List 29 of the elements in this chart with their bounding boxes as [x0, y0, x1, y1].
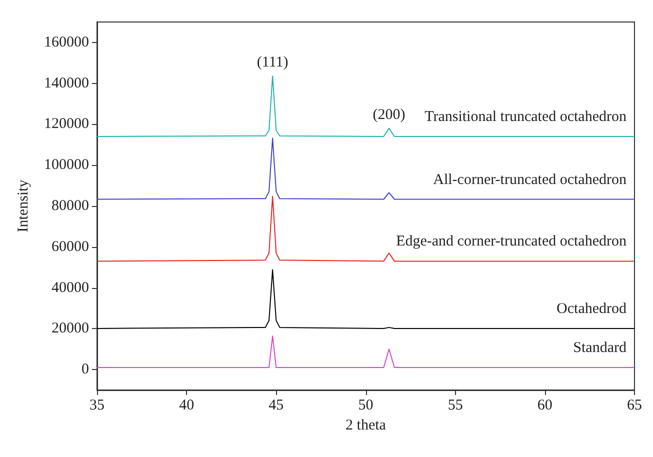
y-tick-label: 140000: [44, 75, 89, 92]
y-tick-label: 40000: [52, 280, 89, 296]
series-label: Transitional truncated octahedron: [424, 108, 627, 125]
series-label: Octahedrod: [556, 300, 627, 317]
y-tick-label: 80000: [52, 198, 89, 214]
annotation: (111): [256, 54, 288, 70]
line-series: [96, 75, 635, 137]
x-tick-label: 50: [358, 398, 374, 414]
series-label: Edge-and corner-truncated octahedron: [396, 234, 627, 250]
x-tick-label: 60: [537, 398, 552, 414]
x-tick-label: 45: [268, 398, 284, 414]
x-tick-label: 55: [448, 398, 463, 414]
y-tick-label: 0: [82, 362, 89, 378]
y-axis-title: Intensity: [16, 179, 32, 232]
line-series: [96, 138, 635, 200]
y-tick-label: 20000: [52, 320, 89, 337]
series-label: Standard: [573, 340, 627, 356]
series-label: All-corner-truncated octahedron: [433, 172, 627, 188]
x-tick-label: 35: [90, 398, 104, 414]
x-tick-label: 65: [627, 398, 642, 414]
y-tick-label: 160000: [44, 34, 89, 50]
x-tick-label: 40: [179, 398, 194, 414]
line-series: [96, 269, 635, 329]
annotation: (200): [372, 106, 406, 123]
y-tick-label: 60000: [52, 238, 89, 255]
y-tick-label: 120000: [44, 116, 89, 132]
line-series: [96, 196, 635, 262]
x-axis-title: 2 theta: [346, 418, 386, 434]
y-tick-label: 100000: [44, 157, 89, 174]
